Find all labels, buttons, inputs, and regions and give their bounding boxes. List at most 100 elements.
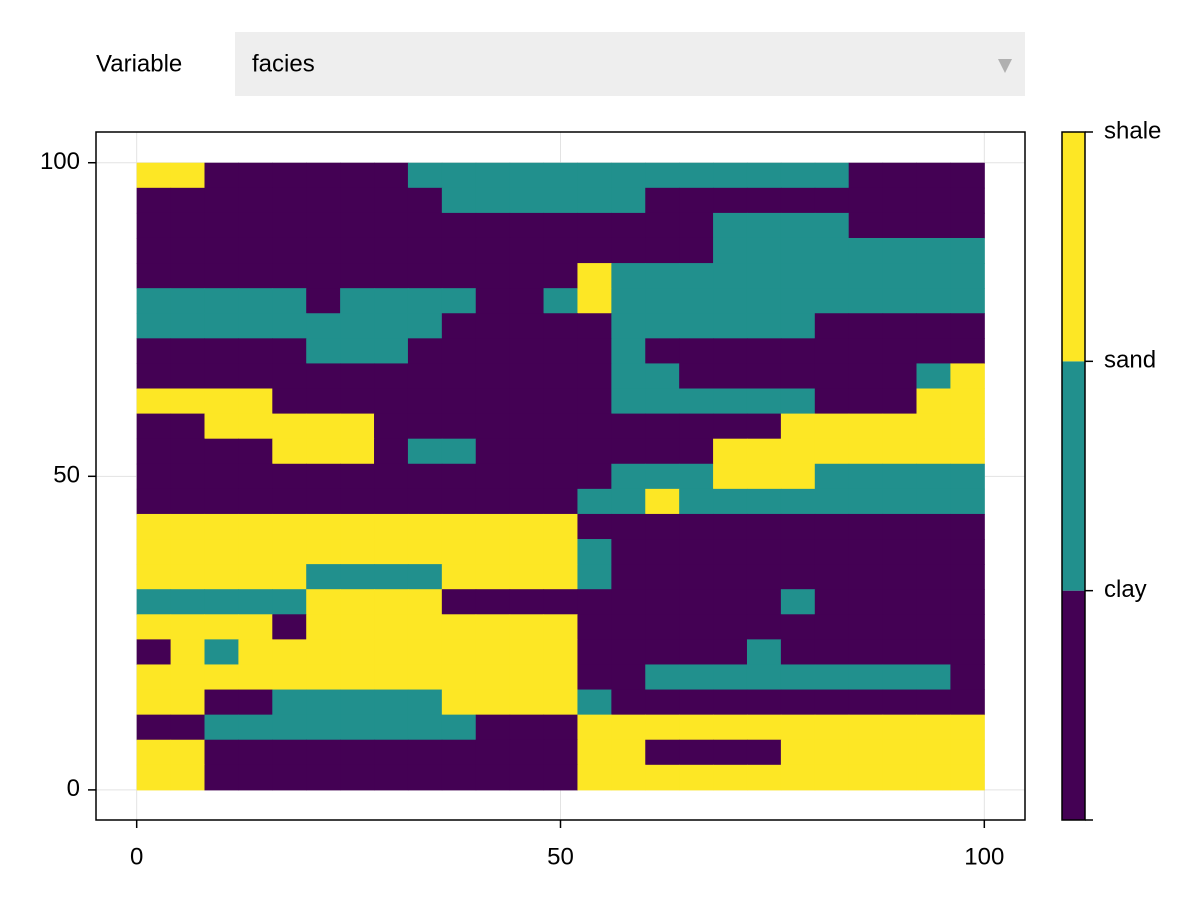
heatmap-cell <box>882 363 918 390</box>
heatmap-cell <box>272 363 307 390</box>
heatmap-cell <box>950 313 985 339</box>
heatmap-cell <box>306 689 341 716</box>
heatmap-cell <box>780 313 816 339</box>
heatmap-cell <box>340 187 375 214</box>
heatmap-cell <box>611 463 646 490</box>
heatmap-cell <box>814 739 850 766</box>
heatmap-cell <box>238 539 273 565</box>
heatmap-cell <box>611 237 646 264</box>
heatmap-cell <box>916 589 951 615</box>
heatmap-cell <box>204 463 239 490</box>
heatmap-cell <box>746 212 782 239</box>
heatmap-cell <box>611 413 646 440</box>
heatmap-cell <box>170 288 205 314</box>
dropdown[interactable] <box>235 32 1025 96</box>
control-label: Variable <box>96 50 182 77</box>
heatmap-cell <box>848 413 884 440</box>
heatmap-cell <box>136 363 172 390</box>
heatmap-cell <box>374 564 409 590</box>
heatmap-cell <box>204 313 239 339</box>
heatmap-cell <box>407 187 443 214</box>
heatmap-cell <box>306 589 341 615</box>
heatmap-cell <box>509 639 545 665</box>
heatmap-cell <box>170 739 205 766</box>
heatmap-cell <box>746 388 782 415</box>
heatmap-cell <box>272 589 307 615</box>
heatmap-cell <box>950 463 985 490</box>
heatmap-cell <box>713 413 748 440</box>
heatmap-cell <box>543 564 578 590</box>
heatmap-cell <box>577 388 612 415</box>
heatmap-cell <box>848 764 884 791</box>
heatmap-cell <box>374 463 409 490</box>
heatmap-cell <box>306 664 341 691</box>
heatmap-cell <box>713 212 748 239</box>
heatmap-cell <box>645 564 680 590</box>
heatmap-cell <box>950 513 985 540</box>
heatmap-cell <box>272 263 307 289</box>
heatmap-cell <box>713 338 748 364</box>
heatmap-cell <box>509 764 545 791</box>
heatmap-cell <box>848 162 884 189</box>
heatmap-cell <box>340 764 375 791</box>
heatmap-cell <box>611 739 646 766</box>
heatmap-cell <box>611 263 646 289</box>
heatmap-cell <box>509 237 545 264</box>
heatmap-cell <box>475 614 511 640</box>
heatmap-cell <box>407 539 443 565</box>
heatmap-cell <box>780 564 816 590</box>
heatmap-cell <box>238 388 273 415</box>
heatmap-cell <box>950 363 985 390</box>
heatmap-cell <box>746 614 782 640</box>
heatmap-cell <box>509 413 545 440</box>
heatmap-cell <box>441 438 477 465</box>
heatmap-cell <box>543 187 578 214</box>
heatmap-cell <box>611 614 646 640</box>
heatmap-cell <box>136 764 172 791</box>
heatmap-cell <box>272 388 307 415</box>
heatmap-cell <box>441 288 477 314</box>
heatmap-cell <box>645 488 680 515</box>
heatmap-cell <box>645 413 680 440</box>
heatmap-cell <box>950 162 985 189</box>
heatmap-cell <box>374 513 409 540</box>
heatmap-cell <box>814 639 850 665</box>
heatmap-cell <box>407 739 443 766</box>
heatmap-cell <box>238 162 273 189</box>
heatmap-cell <box>543 739 578 766</box>
heatmap-cell <box>407 263 443 289</box>
heatmap-cell <box>746 689 782 716</box>
heatmap-cell <box>679 639 714 665</box>
heatmap-cell <box>577 739 612 766</box>
heatmap-cell <box>374 288 409 314</box>
heatmap-cell <box>475 463 511 490</box>
heatmap-cell <box>882 614 918 640</box>
dropdown-arrow[interactable] <box>998 59 1012 73</box>
heatmap-cell <box>272 162 307 189</box>
heatmap-cell <box>780 438 816 465</box>
dropdown-value[interactable]: facies <box>252 50 315 77</box>
heatmap-cell <box>136 212 172 239</box>
heatmap-cell <box>848 338 884 364</box>
heatmap-cell <box>645 212 680 239</box>
heatmap-cell <box>746 564 782 590</box>
x-tick-label: 50 <box>547 843 574 870</box>
heatmap-cell <box>814 539 850 565</box>
heatmap-cell <box>272 338 307 364</box>
heatmap-cell <box>679 664 714 691</box>
heatmap-cell <box>713 162 748 189</box>
heatmap-cell <box>916 739 951 766</box>
heatmap-cell <box>170 664 205 691</box>
heatmap-cell <box>204 714 239 741</box>
heatmap-cell <box>848 539 884 565</box>
heatmap-cell <box>746 664 782 691</box>
heatmap-cell <box>780 689 816 716</box>
heatmap-cell <box>577 539 612 565</box>
heatmap-cell <box>713 664 748 691</box>
heatmap-cell <box>136 639 172 665</box>
heatmap-cell <box>713 764 748 791</box>
heatmap-cell <box>848 564 884 590</box>
heatmap-cell <box>713 614 748 640</box>
heatmap-cell <box>814 764 850 791</box>
heatmap-cell <box>679 714 714 741</box>
